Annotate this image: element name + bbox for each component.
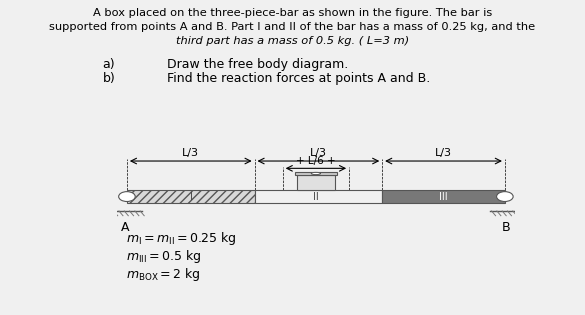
Text: III: III	[439, 192, 448, 202]
Text: II: II	[313, 192, 319, 202]
Text: L/3: L/3	[310, 148, 327, 158]
Circle shape	[119, 192, 135, 202]
Text: L/3: L/3	[183, 148, 199, 158]
Text: b): b)	[102, 72, 115, 85]
Text: + L/6 +: + L/6 +	[296, 156, 336, 166]
Bar	[382, 190, 505, 203]
Text: B: B	[502, 221, 511, 234]
Circle shape	[497, 192, 513, 202]
Text: $m_\mathrm{BOX}= 2$ kg: $m_\mathrm{BOX}= 2$ kg	[126, 266, 201, 284]
Text: Find the reaction forces at points A and B.: Find the reaction forces at points A and…	[167, 72, 430, 85]
Text: a): a)	[102, 58, 115, 71]
Text: $m_\mathrm{III}= 0.5$ kg: $m_\mathrm{III}= 0.5$ kg	[126, 248, 201, 265]
Bar	[254, 190, 382, 203]
Text: $m_\mathrm{I}= m_\mathrm{II}= 0.25$ kg: $m_\mathrm{I}= m_\mathrm{II}= 0.25$ kg	[126, 230, 236, 247]
Text: third part has a mass of 0.5 kg. ( L=3 m): third part has a mass of 0.5 kg. ( L=3 m…	[176, 36, 409, 46]
Bar	[295, 172, 336, 175]
Text: A box placed on the three-piece-bar as shown in the figure. The bar is: A box placed on the three-piece-bar as s…	[93, 8, 492, 18]
Text: L/3: L/3	[435, 148, 452, 158]
Text: Draw the free body diagram.: Draw the free body diagram.	[167, 58, 348, 71]
Bar	[297, 175, 335, 190]
Text: I: I	[190, 192, 193, 202]
Text: A: A	[121, 221, 129, 234]
Ellipse shape	[311, 172, 321, 175]
Text: supported from points A and B. Part I and II of the bar has a mass of 0.25 kg, a: supported from points A and B. Part I an…	[50, 22, 535, 32]
Bar	[127, 190, 254, 203]
